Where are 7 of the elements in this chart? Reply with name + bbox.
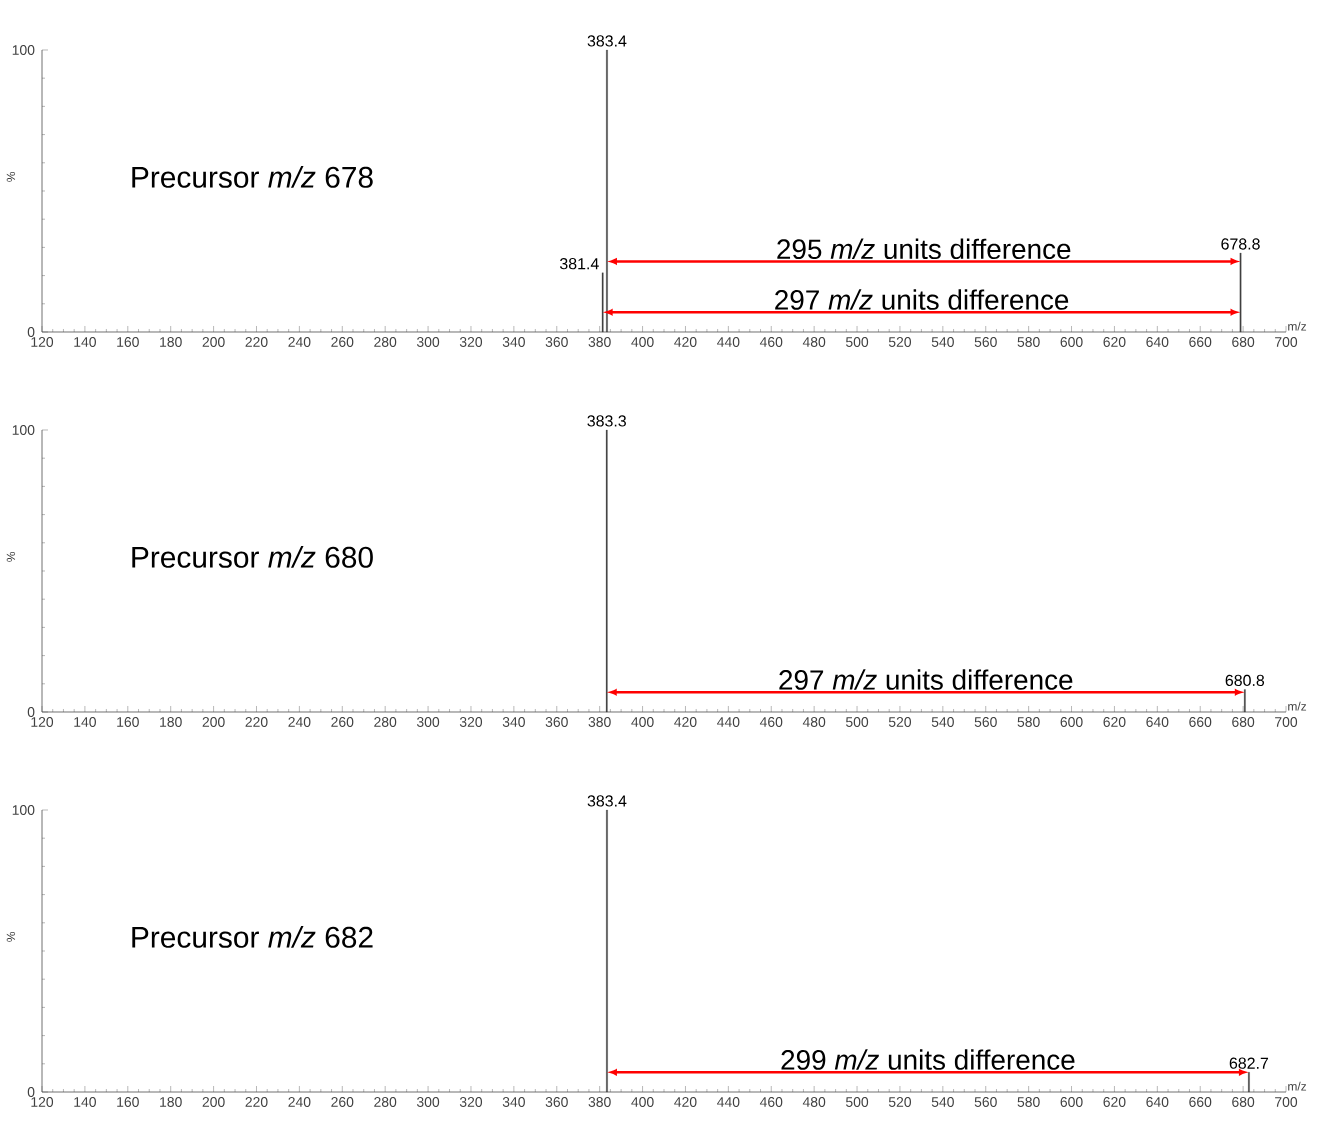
annotation: 295 m/z units difference: [777, 238, 1071, 260]
annotation: 297 m/z units difference: [779, 669, 1073, 690]
text: Precursor m/z 682: [132, 925, 373, 948]
text: Precursor m/z 680: [132, 545, 373, 568]
annotation: 299 m/z units difference: [781, 1049, 1075, 1070]
annotation: 297 m/z units difference: [775, 289, 1069, 310]
text: Precursor m/z 678: [132, 165, 373, 188]
